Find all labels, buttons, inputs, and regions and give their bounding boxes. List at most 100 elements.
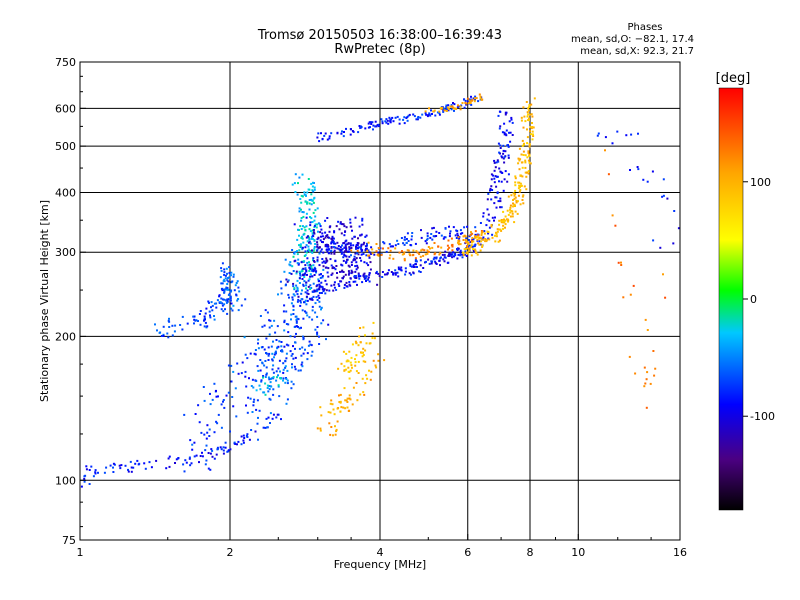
data-point <box>519 189 522 191</box>
data-point <box>340 248 343 251</box>
data-point <box>357 372 360 374</box>
data-point <box>530 127 533 130</box>
data-point <box>371 332 374 335</box>
data-point <box>259 359 262 361</box>
data-point <box>467 242 470 245</box>
data-point <box>364 249 367 252</box>
data-point <box>144 467 147 470</box>
data-point <box>507 219 510 222</box>
data-point <box>485 224 488 227</box>
data-point <box>305 244 308 247</box>
data-point <box>403 257 406 260</box>
data-point <box>224 288 227 291</box>
data-point <box>203 399 206 402</box>
data-point <box>269 422 271 424</box>
data-point <box>167 457 170 460</box>
data-point <box>343 131 345 133</box>
data-point <box>325 243 328 246</box>
data-point <box>345 260 348 263</box>
data-point <box>383 242 386 245</box>
data-point <box>267 416 270 419</box>
data-point <box>512 205 514 208</box>
data-point <box>231 309 234 312</box>
data-point <box>486 208 489 211</box>
data-point <box>389 120 392 123</box>
data-point <box>387 269 390 272</box>
data-point <box>313 231 315 234</box>
data-point <box>246 357 249 360</box>
data-point <box>267 359 270 361</box>
data-point <box>471 237 474 239</box>
data-point <box>501 156 504 159</box>
data-point <box>291 353 294 355</box>
data-point <box>470 244 473 247</box>
data-point <box>470 241 473 244</box>
data-point <box>296 250 298 253</box>
data-point <box>426 232 429 235</box>
data-point <box>521 199 524 201</box>
colorbar-label: [deg] <box>716 71 751 86</box>
data-point <box>469 100 472 103</box>
data-point <box>457 241 459 244</box>
data-point <box>301 289 303 292</box>
data-point <box>347 242 350 245</box>
data-point <box>365 262 368 265</box>
data-point <box>476 239 479 242</box>
data-point <box>283 321 286 324</box>
data-point <box>499 144 502 147</box>
data-point <box>357 237 359 240</box>
data-point <box>493 169 496 172</box>
data-point <box>240 443 243 446</box>
data-point <box>355 246 357 249</box>
data-point <box>308 199 311 201</box>
data-point <box>433 242 436 244</box>
data-point <box>366 377 369 380</box>
data-point <box>250 429 253 431</box>
data-point <box>124 464 127 467</box>
data-point <box>514 189 517 192</box>
data-point <box>500 155 503 158</box>
data-point <box>254 430 257 433</box>
data-point <box>407 240 410 242</box>
data-point <box>365 342 368 345</box>
data-point <box>119 467 122 470</box>
data-point <box>513 197 516 200</box>
data-point <box>528 104 531 107</box>
data-point <box>232 304 235 307</box>
data-point <box>300 236 303 239</box>
data-point <box>517 162 520 165</box>
data-point <box>607 173 610 176</box>
data-point <box>486 218 489 221</box>
data-point <box>525 171 528 174</box>
data-point <box>301 278 304 280</box>
data-point <box>302 284 305 287</box>
data-point <box>644 318 647 321</box>
data-point <box>348 394 351 397</box>
data-point <box>247 396 250 399</box>
data-point <box>514 177 517 180</box>
data-point <box>375 272 378 275</box>
data-point <box>368 280 371 283</box>
data-point <box>300 363 303 366</box>
data-point <box>236 362 239 365</box>
data-point <box>367 276 370 279</box>
data-point <box>307 245 310 248</box>
data-point <box>380 253 383 256</box>
data-point <box>361 219 364 222</box>
data-point <box>359 393 362 396</box>
data-point <box>205 326 208 329</box>
data-point <box>333 249 336 252</box>
data-point <box>263 348 266 351</box>
data-point <box>359 246 362 249</box>
data-point <box>243 437 246 439</box>
data-point <box>502 220 505 223</box>
data-point <box>328 422 331 425</box>
data-point <box>294 173 297 176</box>
data-point <box>346 406 349 409</box>
data-point <box>319 239 322 242</box>
data-point <box>309 263 312 266</box>
data-point <box>127 468 129 471</box>
data-point <box>430 109 432 112</box>
data-point <box>528 154 531 157</box>
data-point <box>318 286 321 289</box>
